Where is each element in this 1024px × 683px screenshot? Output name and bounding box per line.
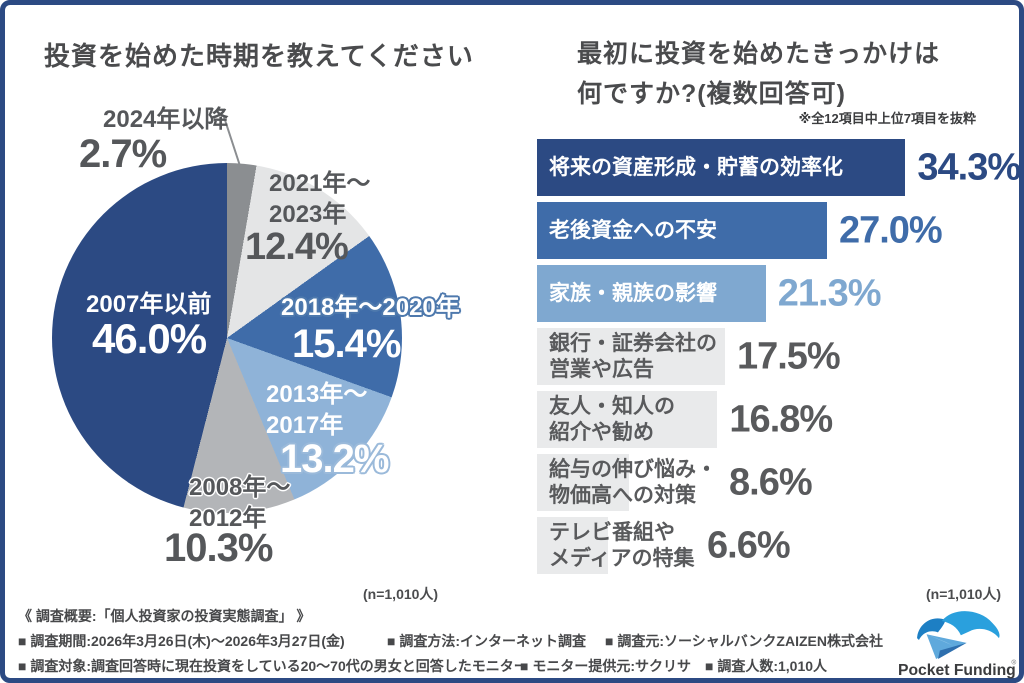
bar-percent: 17.5%	[736, 335, 841, 377]
bar-chart-title-line1: 最初に投資を始めたきっかけは	[577, 40, 941, 68]
bar-row: 給与の伸び悩み・ 物価高への対策 8.6%	[537, 454, 1017, 511]
pie-label-2021: 2021年〜 2023年	[269, 170, 371, 228]
pie-title: 投資を始めた時期を教えてください	[44, 41, 474, 71]
survey-period: ■ 調査期間:2026年3月26日(木)〜2026年3月27日(金)	[18, 633, 345, 649]
bar	[537, 202, 827, 259]
pie-percent-2008: 10.3%	[164, 526, 273, 570]
bar-row: テレビ番組や メディアの特集 6.6%	[537, 517, 1017, 574]
bar-label: 友人・知人の 紹介や勧め	[549, 394, 675, 444]
bar	[537, 328, 725, 385]
survey-target: ■ 調査対象:調査回答時に現在投資をしている20〜70代の男女と回答したモニター	[18, 658, 528, 674]
bar-row: 家族・親族の影響 21.3%	[537, 265, 1017, 322]
survey-monitor-provider: ■ モニター提供元:サクリサ	[520, 658, 692, 674]
pie-label-2018: 2018年〜2020年	[281, 294, 460, 321]
bar-row: 銀行・証券会社の 営業や広告 17.5%	[537, 328, 1017, 385]
survey-overview-heading: 《 調査概要:「個人投資家の投資実態調査」 》	[18, 608, 311, 624]
bar-label: テレビ番組や メディアの特集	[549, 520, 695, 570]
bar	[537, 391, 718, 448]
survey-method: ■ 調査方法:インターネット調査	[387, 633, 587, 649]
bar-chart: 将来の資産形成・貯蓄の効率化 34.3% 老後資金への不安 27.0% 家族・親…	[537, 139, 1021, 580]
bar-label: 家族・親族の影響	[549, 281, 717, 305]
bar-label: 将来の資産形成・貯蓄の効率化	[549, 155, 843, 179]
bar-row: 老後資金への不安 27.0%	[537, 202, 1017, 259]
bar-percent: 21.3%	[777, 272, 882, 314]
pie-label-2024: 2024年以降	[103, 106, 229, 133]
bar-percent: 6.6%	[707, 524, 791, 566]
bar-percent: 27.0%	[838, 209, 943, 251]
bar	[537, 517, 608, 574]
pie-percent-2013: 13.2%	[280, 437, 389, 481]
pie-n-label: (n=1,010人)	[363, 586, 439, 602]
bar-chart-title-line2: 何ですか?(複数回答可)	[577, 80, 846, 108]
bar	[537, 139, 906, 196]
pie-label-2007: 2007年以前	[86, 291, 212, 318]
cloud-icon	[917, 611, 1000, 640]
bar	[537, 454, 630, 511]
survey-source: ■ 調査元:ソーシャルバンクZAIZEN株式会社	[605, 633, 883, 649]
bar-percent: 16.8%	[729, 398, 833, 440]
bar-row: 友人・知人の 紹介や勧め 16.8%	[537, 391, 1017, 448]
bar-chart-note: ※全12項目中上位7項目を抜粋	[798, 111, 976, 126]
bar-row: 将来の資産形成・貯蓄の効率化 34.3%	[537, 139, 1021, 196]
bar-n-label: (n=1,010人)	[926, 586, 1002, 602]
pie-percent-2007: 46.0%	[92, 315, 207, 362]
pie-percent-2024: 2.7%	[79, 132, 167, 176]
logo-text: Pocket Funding	[898, 662, 1016, 679]
bar-label: 銀行・証券会社の 営業や広告	[549, 331, 717, 381]
pie-chart	[52, 163, 402, 513]
pie-percent-2021: 12.4%	[245, 226, 349, 268]
survey-count: ■ 調査人数:1,010人	[705, 658, 828, 674]
pocket-funding-logo: Pocket Funding ®	[898, 611, 1016, 679]
bar-label: 給与の伸び悩み・ 物価高への対策	[549, 457, 717, 507]
pie-percent-2018: 15.4%	[292, 322, 401, 366]
bar-label: 老後資金への不安	[549, 218, 717, 242]
pie-label-2013: 2013年〜 2017年	[266, 381, 368, 439]
paper-plane-icon	[926, 634, 967, 660]
bar-percent: 8.6%	[729, 461, 813, 503]
pie-label-2008: 2008年〜 2012年	[189, 474, 291, 532]
bar-percent: 34.3%	[917, 146, 1021, 188]
bar	[537, 265, 766, 322]
registered-mark: ®	[1011, 659, 1016, 667]
